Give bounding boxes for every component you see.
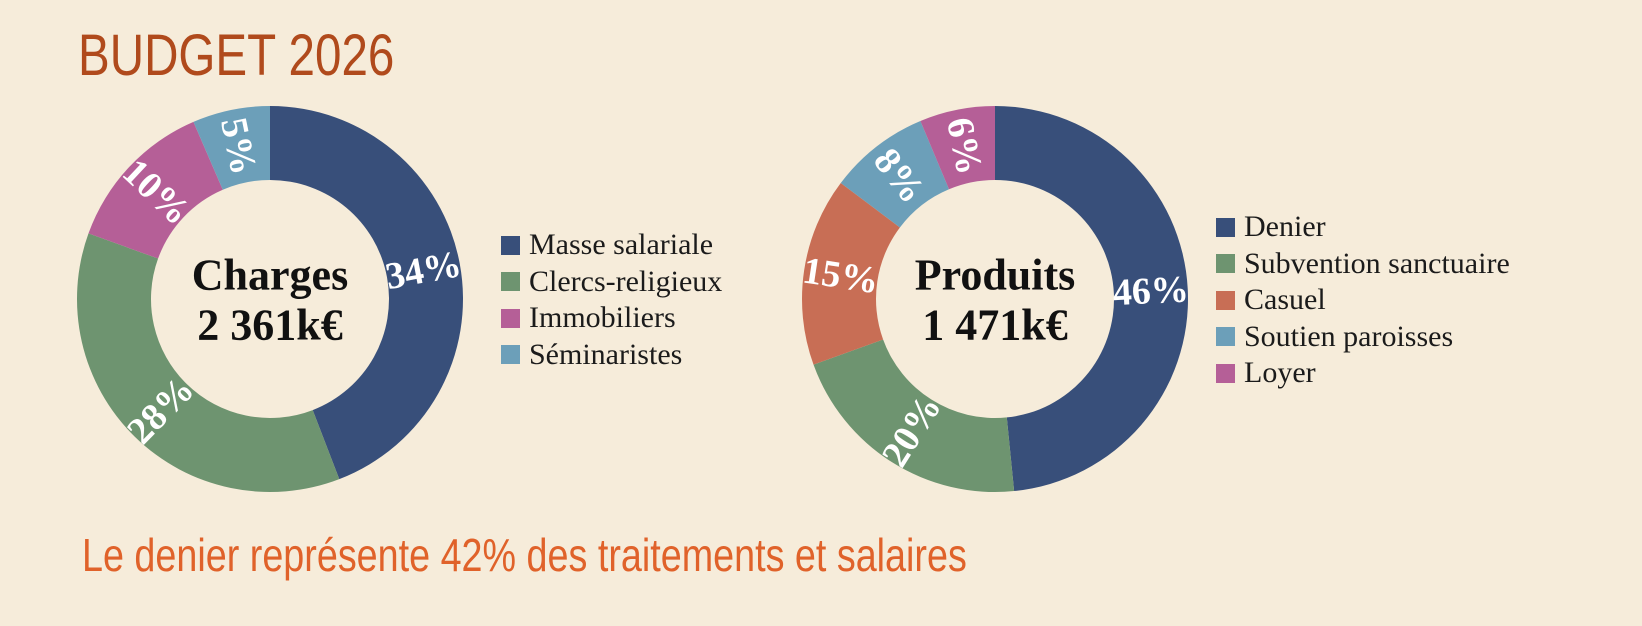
slice-subvention-sanctuaire xyxy=(813,339,1015,492)
legend-label: Loyer xyxy=(1244,356,1316,390)
center-label: Charges xyxy=(192,251,348,300)
legend-item-soutien-paroisses: Soutien paroisses xyxy=(1216,319,1510,356)
legend-swatch xyxy=(501,272,520,292)
legend-item-masse-salariale: Masse salariale xyxy=(501,227,722,264)
legend-item-subvention-sanctuaire: Subvention sanctuaire xyxy=(1216,246,1510,283)
legend-swatch xyxy=(1216,290,1235,310)
legend-item-immobiliers: Immobiliers xyxy=(501,300,722,337)
footer-note: Le denier représente 42% des traitements… xyxy=(82,529,967,581)
legend-swatch xyxy=(501,345,520,365)
charges-legend: Masse salariale Clercs-religieux Immobilie… xyxy=(501,227,722,373)
legend-swatch xyxy=(501,235,520,255)
slice-immobiliers xyxy=(88,121,223,259)
center-value: 2 361k€ xyxy=(197,301,342,350)
legend-item-denier: Denier xyxy=(1216,209,1510,246)
legend-item-loyer: Loyer xyxy=(1216,355,1510,392)
center-label: Produits xyxy=(915,251,1076,300)
legend-item-seminaristes: Séminaristes xyxy=(501,337,722,374)
legend-swatch xyxy=(1216,327,1235,347)
legend-label: Séminaristes xyxy=(529,337,683,371)
legend-label: Casuel xyxy=(1244,283,1326,317)
legend-label: Soutien paroisses xyxy=(1244,319,1454,353)
page-title: BUDGET 2026 xyxy=(78,23,395,88)
slice-label-denier: 46% xyxy=(1112,268,1190,314)
legend-swatch xyxy=(1216,363,1235,383)
produits-legend: Denier Subvention sanctuaire Casuel Soutien… xyxy=(1216,209,1510,392)
legend-swatch xyxy=(1216,217,1235,237)
slice-soutien-paroisses xyxy=(840,120,950,228)
legend-label: Subvention sanctuaire xyxy=(1244,246,1510,280)
legend-label: Immobiliers xyxy=(529,301,676,335)
legend-label: Masse salariale xyxy=(529,228,714,262)
slice-denier xyxy=(995,106,1188,492)
legend-swatch xyxy=(1216,254,1235,274)
legend-item-clercs-religieux: Clercs-religieux xyxy=(501,264,722,301)
slice-seminaristes xyxy=(193,106,270,190)
legend-label: Denier xyxy=(1244,210,1326,244)
legend-swatch xyxy=(501,308,520,328)
legend-label: Clercs-religieux xyxy=(529,264,723,298)
slice-masse-salariale xyxy=(270,106,463,480)
legend-item-casuel: Casuel xyxy=(1216,282,1510,319)
center-value: 1 471k€ xyxy=(922,301,1067,350)
slice-loyer xyxy=(920,106,995,190)
slice-clercs-religieux xyxy=(76,233,340,492)
slice-casuel xyxy=(802,182,900,365)
